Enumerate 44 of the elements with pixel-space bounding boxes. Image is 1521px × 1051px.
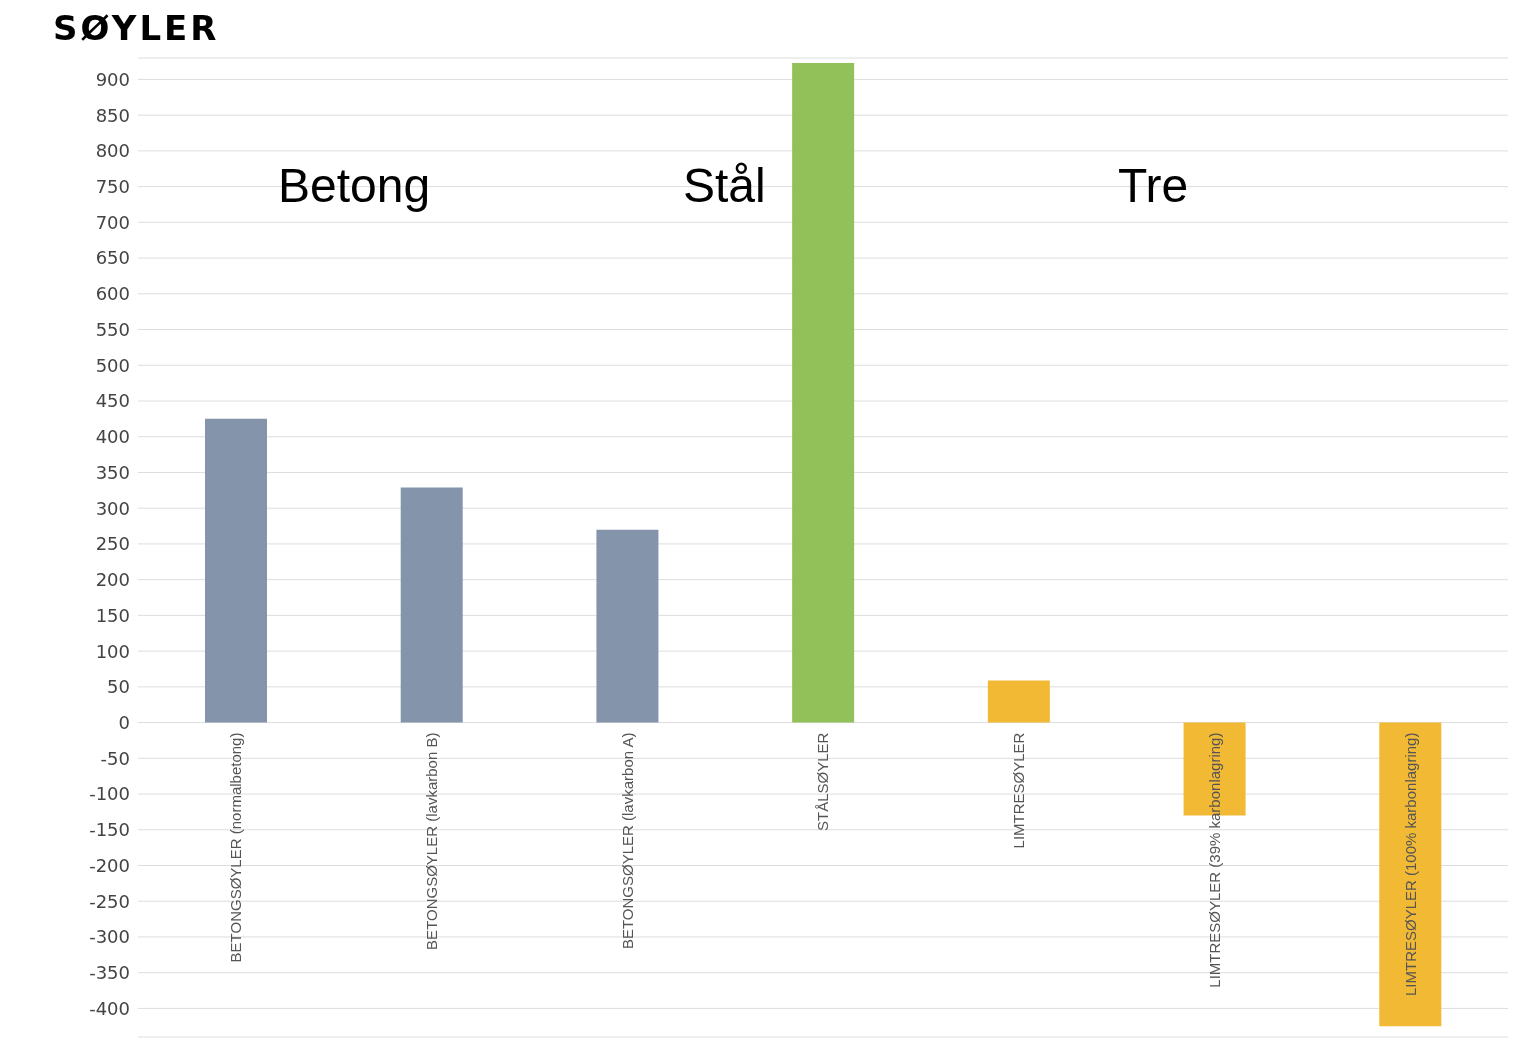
y-tick-label: -150: [89, 819, 130, 841]
bar: [987, 680, 1050, 723]
x-tick-label: BETONGSØYLER (lavkarbon A): [618, 732, 636, 950]
bar: [596, 529, 659, 723]
x-tick-label: LIMTRESØYLER (100% karbonlagring): [1401, 732, 1419, 997]
y-tick-label: 650: [95, 247, 130, 269]
bar: [205, 418, 267, 723]
y-tick-label: 750: [95, 176, 130, 198]
x-tick-label: BETONGSØYLER (lavkarbon B): [423, 732, 441, 950]
y-tick-label: 550: [95, 318, 130, 340]
y-tick-label: 200: [95, 569, 130, 591]
y-tick-label: 250: [95, 533, 130, 555]
y-tick-label: 600: [95, 283, 130, 305]
y-tick-label: 50: [107, 676, 130, 698]
y-tick-label: 100: [95, 640, 130, 662]
chart-title: SØYLER: [52, 8, 221, 48]
y-tick-label: -400: [89, 997, 130, 1019]
y-tick-label: 850: [95, 104, 130, 126]
y-tick-label: -250: [89, 890, 130, 912]
x-tick-label: LIMTRESØYLER (39% karbonlagring): [1205, 732, 1223, 988]
annotation: Tre: [1118, 158, 1189, 213]
y-tick-label: 150: [95, 604, 130, 626]
y-tick-label: 350: [95, 461, 130, 483]
y-tick-label: 300: [95, 497, 130, 519]
x-tick-label: BETONGSØYLER (normalbetong): [227, 732, 245, 963]
x-tick-label: LIMTRESØYLER: [1010, 732, 1028, 849]
bar: [1379, 722, 1442, 1027]
annotation: Stål: [683, 158, 766, 213]
y-tick-label: 400: [95, 426, 130, 448]
y-tick-label: -300: [89, 926, 130, 948]
bar: [792, 63, 855, 723]
bar: [400, 487, 463, 723]
y-tick-label: 450: [95, 390, 130, 412]
y-tick-label: 900: [95, 68, 130, 90]
y-tick-label: -100: [89, 783, 130, 805]
y-tick-label: 0: [118, 711, 130, 733]
y-tick-label: 800: [95, 140, 130, 162]
y-tick-label: -50: [100, 747, 130, 769]
annotation: Betong: [278, 158, 431, 213]
y-tick-label: -200: [89, 854, 130, 876]
y-tick-label: 500: [95, 354, 130, 376]
y-tick-label: -350: [89, 962, 130, 984]
x-tick-label: STÅLSØYLER: [814, 732, 832, 831]
y-tick-label: 700: [95, 211, 130, 233]
